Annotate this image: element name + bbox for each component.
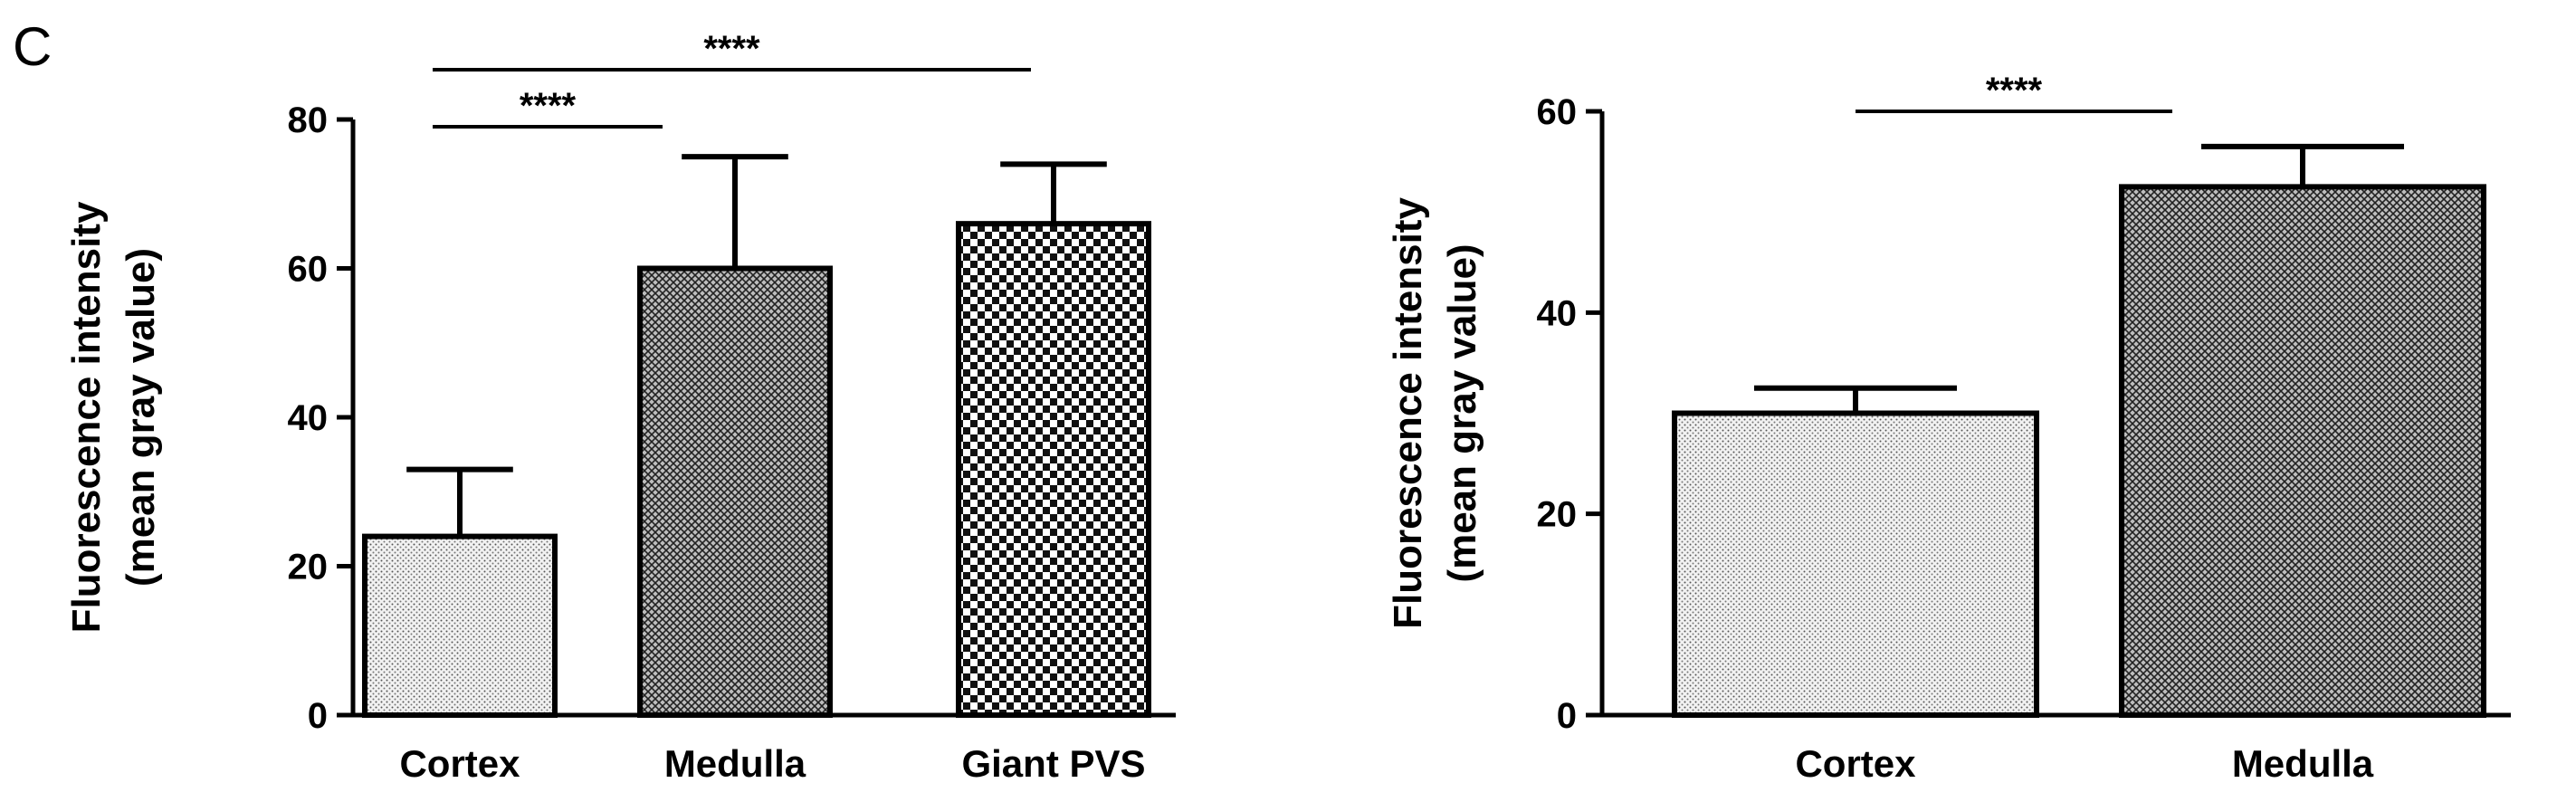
significance-label: **** — [703, 29, 760, 69]
y-tick-label: 60 — [1537, 92, 1578, 132]
bar — [637, 265, 833, 718]
y-tick-label: 20 — [1537, 495, 1578, 535]
y-tick-label: 0 — [1557, 696, 1577, 736]
category-label: Cortex — [399, 742, 520, 785]
y-tick-label: 40 — [288, 398, 329, 438]
chart-left: 0 20 40 60 80 Cortex Medulla Giant PVS **** **** F… — [64, 29, 1176, 785]
y-axis-label-line2: (mean gray value) — [1440, 243, 1484, 582]
bar — [2119, 184, 2486, 718]
y-tick-label: 60 — [288, 250, 329, 290]
y-axis-label-line2: (mean gray value) — [119, 248, 163, 587]
significance-label: **** — [520, 86, 577, 126]
y-tick-label: 0 — [308, 696, 328, 736]
bar — [956, 221, 1151, 718]
category-label: Giant PVS — [961, 742, 1145, 785]
y-axis-label-line1: Fluorescence intensity — [64, 201, 109, 633]
category-label: Medulla — [664, 742, 806, 785]
y-axis-label-line1: Fluorescence intensity — [1386, 197, 1430, 629]
bar — [1672, 410, 2039, 718]
y-tick-label: 40 — [1537, 293, 1578, 333]
y-tick-label: 80 — [288, 100, 329, 140]
bar — [362, 533, 558, 718]
category-label: Medulla — [2232, 742, 2374, 785]
chart-right: 0 20 40 60 Cortex Medulla **** Fluorescence int… — [1386, 71, 2511, 785]
significance-label: **** — [1986, 71, 2043, 110]
y-tick-label: 20 — [288, 548, 329, 587]
panel-label: C — [13, 16, 52, 77]
category-label: Cortex — [1795, 742, 1916, 785]
